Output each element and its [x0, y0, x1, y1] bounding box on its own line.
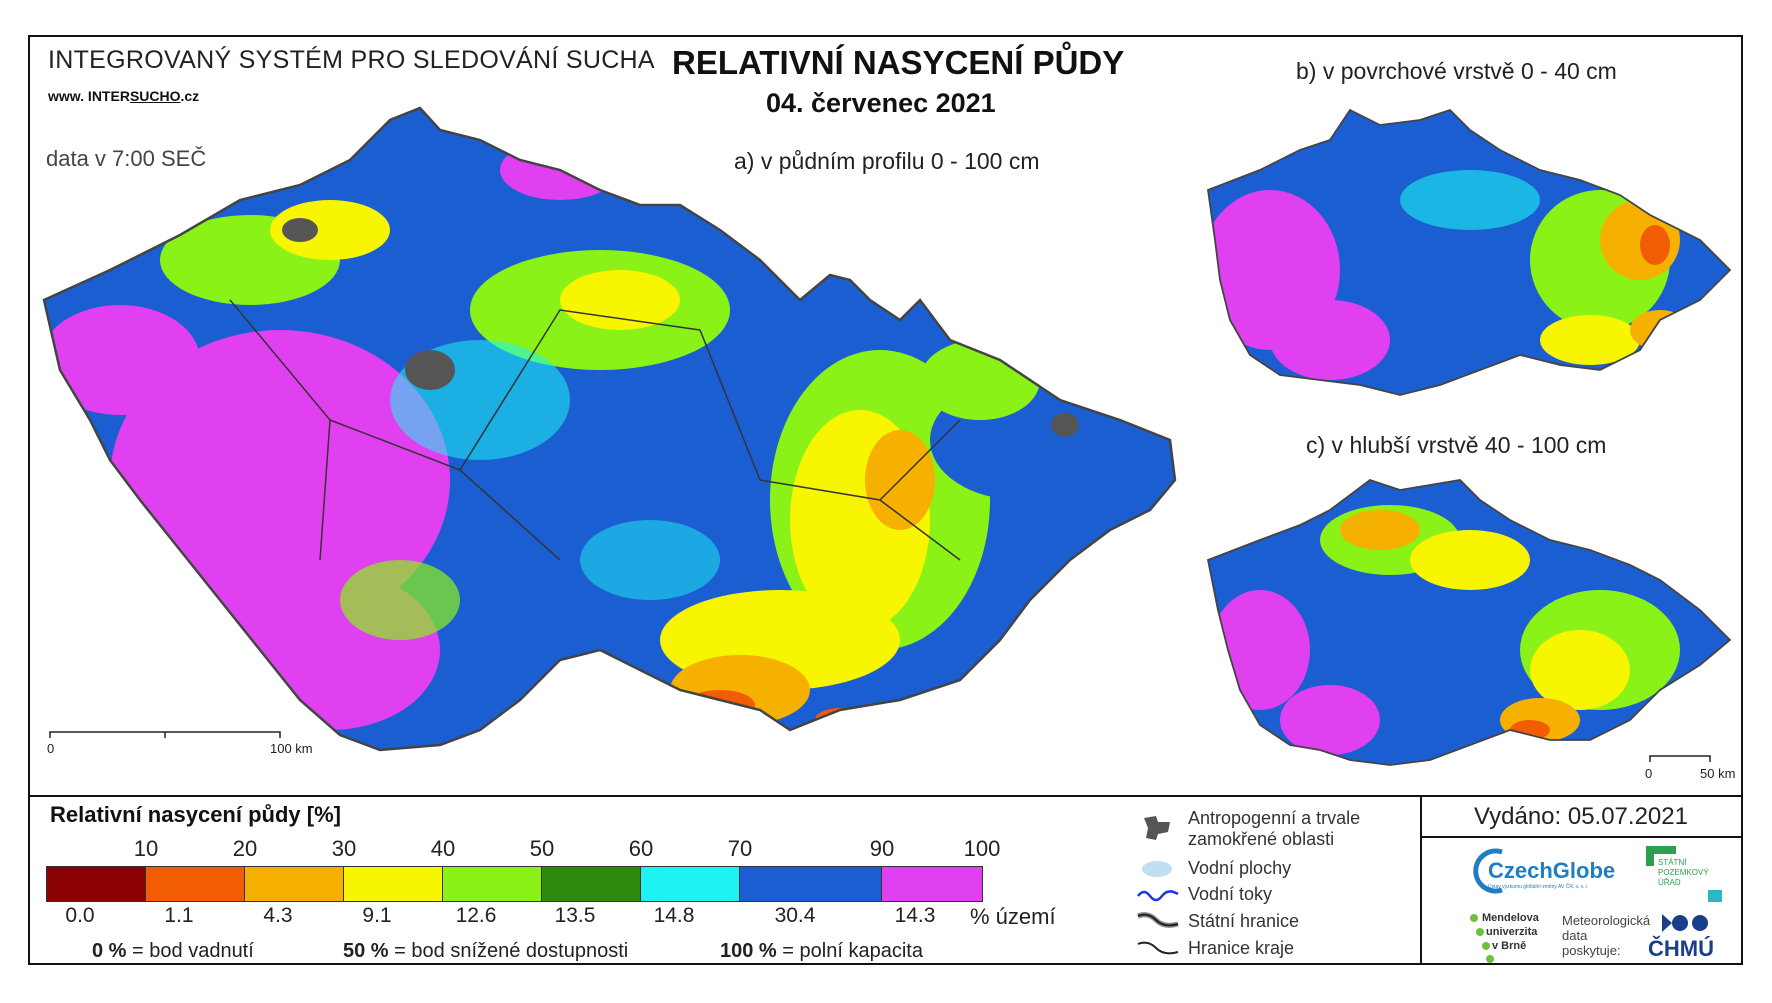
color-swatch	[740, 867, 882, 901]
czechglobe-logo: CzechGlobe	[1488, 858, 1616, 883]
area-percent: 1.1	[164, 904, 194, 927]
website-link[interactable]: www. INTERSUCHO.cz	[48, 88, 200, 104]
legend-divider	[28, 795, 1743, 797]
definition-capacity: 100 % = polní kapacita	[720, 940, 923, 962]
meteo-line-2: data	[1562, 928, 1588, 943]
legend-state-border: Státní hranice	[1188, 911, 1300, 931]
mendel-line-3: v Brně	[1492, 940, 1527, 952]
area-percent: 12.6	[455, 904, 497, 927]
area-percent-unit: % území	[970, 904, 1056, 929]
footer-divider	[1420, 795, 1422, 965]
area-percent: 13.5	[554, 904, 596, 927]
legend-tick: 60	[628, 836, 654, 861]
map-frame	[28, 35, 1743, 965]
legend-water-bodies: Vodní plochy	[1188, 858, 1292, 878]
legend-tick: 70	[727, 836, 753, 861]
spu-logo-text-1: STÁTNÍ	[1658, 858, 1687, 867]
legend-region-border: Hranice kraje	[1188, 938, 1295, 958]
area-percent: 9.1	[362, 904, 392, 927]
map-b-surface	[1207, 108, 1732, 396]
legend-tick: 10	[133, 836, 159, 861]
anthropogenic-icon	[1144, 816, 1170, 840]
map-c-deeper	[1206, 478, 1732, 766]
data-time-label: data v 7:00 SEČ	[46, 146, 207, 171]
area-percent: 0.0	[65, 904, 95, 927]
water-body-icon	[1142, 861, 1172, 877]
color-bar	[46, 866, 983, 902]
color-swatch	[542, 867, 641, 901]
scale-small-zero: 0	[1645, 766, 1653, 781]
czechglobe-subtitle: Ústav výzkumu globální změny AV ČR, v. v…	[1488, 884, 1589, 890]
meteo-line-3: poskytuje:	[1562, 943, 1621, 958]
color-swatch	[146, 867, 245, 901]
mendel-line-2: univerzita	[1486, 926, 1538, 938]
meteo-line-1: Meteorologická	[1562, 913, 1651, 928]
map-c-label: c) v hlubší vrstvě 40 - 100 cm	[1306, 432, 1607, 458]
definition-reduced: 50 % = bod snížené dostupnosti	[343, 940, 629, 962]
legend-tick: 50	[529, 836, 555, 861]
color-swatch	[882, 867, 982, 901]
map-a-label: a) v půdním profilu 0 - 100 cm	[734, 148, 1040, 174]
color-swatch	[344, 867, 443, 901]
scale-small-50: 50 km	[1700, 766, 1736, 781]
area-percent: 14.3	[894, 904, 936, 927]
legend-anthropogenic: Antropogenní a trvale zamokřené oblasti	[1188, 808, 1361, 849]
issued-date: Vydáno: 05.07.2021	[1474, 803, 1688, 830]
area-percent: 4.3	[263, 904, 293, 927]
color-swatch	[443, 867, 542, 901]
spu-logo-text-2: POZEMKOVÝ	[1658, 868, 1709, 877]
spu-logo-square	[1708, 890, 1722, 902]
czechglobe-logo-arc	[1473, 848, 1503, 894]
mendel-logo-dots	[1470, 914, 1494, 963]
legend-tick: 20	[232, 836, 258, 861]
main-map-a	[42, 106, 1177, 752]
color-swatch	[47, 867, 146, 901]
state-border-icon	[1137, 912, 1179, 928]
color-swatch	[245, 867, 344, 901]
chmu-logo-mark	[1662, 914, 1708, 932]
area-percent: 14.8	[653, 904, 695, 927]
legend-tick: 40	[430, 836, 456, 861]
legend-tick: 30	[331, 836, 357, 861]
scale-main-zero: 0	[47, 741, 55, 756]
legend-tick: 90	[869, 836, 895, 861]
scale-main-100: 100 km	[270, 741, 313, 756]
map-date: 04. červenec 2021	[766, 88, 996, 118]
spu-logo-mark	[1646, 846, 1676, 866]
definition-wilting: 0 % = bod vadnutí	[92, 940, 254, 962]
page-title: RELATIVNÍ NASYCENÍ PŮDY	[672, 44, 1125, 81]
region-border-icon	[1137, 941, 1179, 955]
map-b-label: b) v povrchové vrstvě 0 - 40 cm	[1296, 58, 1617, 84]
color-swatch	[641, 867, 740, 901]
issued-divider	[1420, 836, 1743, 838]
legend-streams: Vodní toky	[1188, 884, 1273, 904]
spu-logo-text-3: ÚŘAD	[1658, 878, 1681, 887]
area-percent: 30.4	[774, 904, 816, 927]
legend-tick: 100	[963, 836, 1001, 861]
chmu-logo: ČHMÚ	[1648, 936, 1714, 961]
stream-icon	[1137, 890, 1179, 902]
system-title: INTEGROVANÝ SYSTÉM PRO SLEDOVÁNÍ SUCHA	[48, 46, 655, 74]
legend-title: Relativní nasycení půdy [%]	[50, 802, 341, 827]
mendel-line-1: Mendelova	[1482, 912, 1539, 924]
